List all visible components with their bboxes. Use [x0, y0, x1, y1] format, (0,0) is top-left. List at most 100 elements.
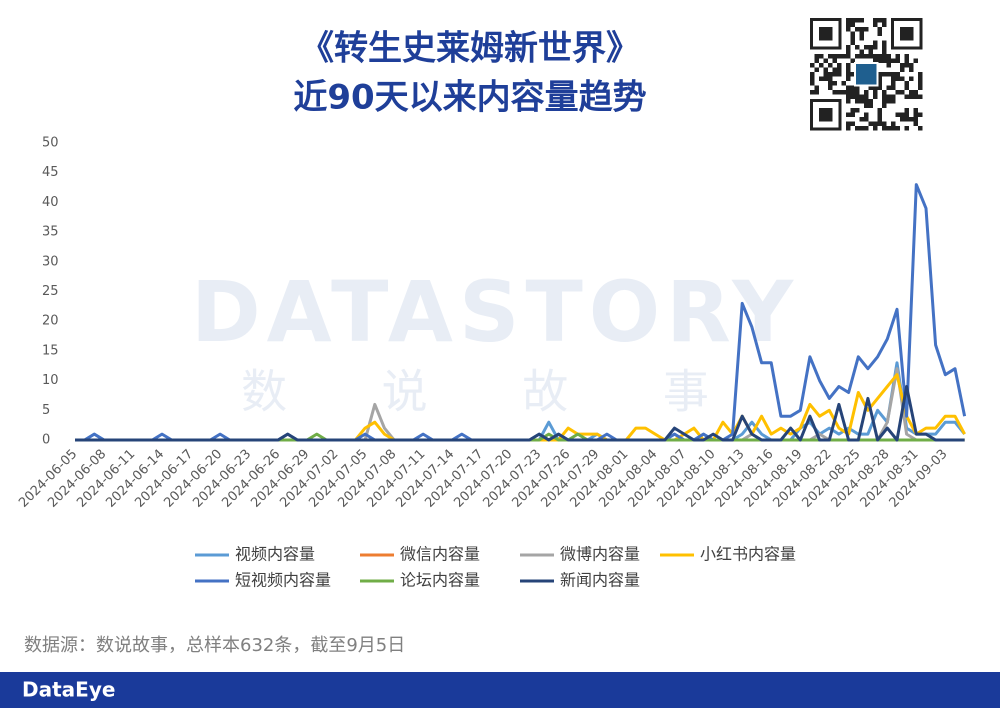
qr-cell — [882, 54, 887, 59]
qr-cell — [873, 90, 878, 95]
legend-label: 短视频内容量 — [235, 571, 331, 590]
qr-cell — [810, 63, 815, 68]
qr-cell — [904, 117, 909, 122]
qr-cell — [868, 54, 873, 59]
legend-label: 论坛内容量 — [400, 571, 480, 590]
qr-cell — [900, 76, 905, 81]
qr-cell — [850, 40, 855, 45]
qr-cell — [846, 99, 851, 104]
qr-cell — [837, 72, 842, 77]
qr-cell — [859, 117, 864, 122]
brand: DataEye — [22, 678, 115, 702]
qr-cell — [850, 121, 855, 126]
qr-cell — [828, 76, 833, 81]
qr-cell — [846, 90, 851, 95]
qr-cell — [918, 94, 923, 99]
qr-cell — [837, 63, 842, 68]
y-tick-label: 35 — [42, 225, 59, 240]
qr-cell — [918, 72, 923, 77]
qr-cell — [846, 18, 851, 23]
qr-cell — [859, 126, 864, 131]
qr-cell — [810, 76, 815, 81]
qr-cell — [846, 126, 851, 131]
qr-cell — [877, 31, 882, 36]
qr-cell — [850, 58, 855, 63]
qr-cell — [850, 94, 855, 99]
qr-cell — [895, 72, 900, 77]
watermark: DATASTORY — [191, 263, 799, 361]
qr-cell — [904, 81, 909, 86]
qr-cell — [913, 121, 918, 126]
qr-cell — [895, 126, 900, 131]
qr-cell — [864, 54, 869, 59]
qr-cell — [864, 126, 869, 131]
qr-cell — [891, 85, 896, 90]
qr-cell — [886, 54, 891, 59]
source-note: 数据源：数说故事，总样本632条，截至9月5日 — [24, 635, 405, 656]
y-tick-label: 30 — [42, 254, 59, 269]
qr-cell — [909, 117, 914, 122]
qr-cell — [832, 90, 837, 95]
qr-cell — [882, 49, 887, 54]
qr-cell — [873, 58, 878, 63]
qr-cell — [882, 99, 887, 104]
qr-cell — [904, 126, 909, 131]
qr-cell — [891, 94, 896, 99]
qr-cell — [882, 72, 887, 77]
qr-cell — [864, 27, 869, 32]
qr-cell — [895, 90, 900, 95]
qr-cell — [877, 108, 882, 113]
qr-finder — [900, 27, 914, 41]
qr-cell — [868, 85, 873, 90]
qr-cell — [819, 63, 824, 68]
chart-title: 《转生史莱姆新世界》 — [300, 29, 640, 69]
qr-cell — [823, 72, 828, 77]
qr-cell — [873, 85, 878, 90]
qr-cell — [900, 90, 905, 95]
qr-cell — [855, 108, 860, 113]
qr-cell — [882, 121, 887, 126]
qr-cell — [891, 126, 896, 131]
qr-code — [810, 18, 923, 131]
qr-cell — [886, 94, 891, 99]
y-tick-label: 40 — [42, 195, 59, 210]
qr-cell — [882, 45, 887, 50]
qr-cell — [909, 90, 914, 95]
qr-cell — [886, 58, 891, 63]
qr-cell — [832, 58, 837, 63]
legend-label: 微博内容量 — [560, 545, 640, 564]
qr-cell — [837, 54, 842, 59]
qr-cell — [828, 54, 833, 59]
qr-cell — [859, 49, 864, 54]
qr-cell — [877, 18, 882, 23]
qr-cell — [891, 72, 896, 77]
qr-cell — [909, 67, 914, 72]
qr-cell — [882, 58, 887, 63]
qr-cell — [828, 72, 833, 77]
qr-cell — [891, 81, 896, 86]
qr-cell — [810, 81, 815, 86]
qr-cell — [891, 76, 896, 81]
qr-cell — [918, 76, 923, 81]
qr-cell — [882, 22, 887, 27]
legend-label: 微信内容量 — [400, 545, 480, 564]
qr-cell — [810, 72, 815, 77]
qr-cell — [904, 112, 909, 117]
qr-cell — [895, 76, 900, 81]
qr-finder — [819, 108, 833, 122]
qr-cell — [846, 121, 851, 126]
qr-cell — [864, 103, 869, 108]
qr-cell — [877, 76, 882, 81]
qr-cell — [868, 49, 873, 54]
qr-cell — [832, 67, 837, 72]
qr-cell — [877, 72, 882, 77]
qr-cell — [918, 85, 923, 90]
qr-cell — [864, 117, 869, 122]
qr-cell — [918, 112, 923, 117]
qr-cell — [904, 94, 909, 99]
qr-cell — [868, 45, 873, 50]
watermark-sub: 数 说 故 事 — [241, 365, 749, 419]
qr-cell — [837, 67, 842, 72]
y-tick-label: 20 — [42, 314, 59, 329]
qr-finder — [810, 18, 842, 50]
